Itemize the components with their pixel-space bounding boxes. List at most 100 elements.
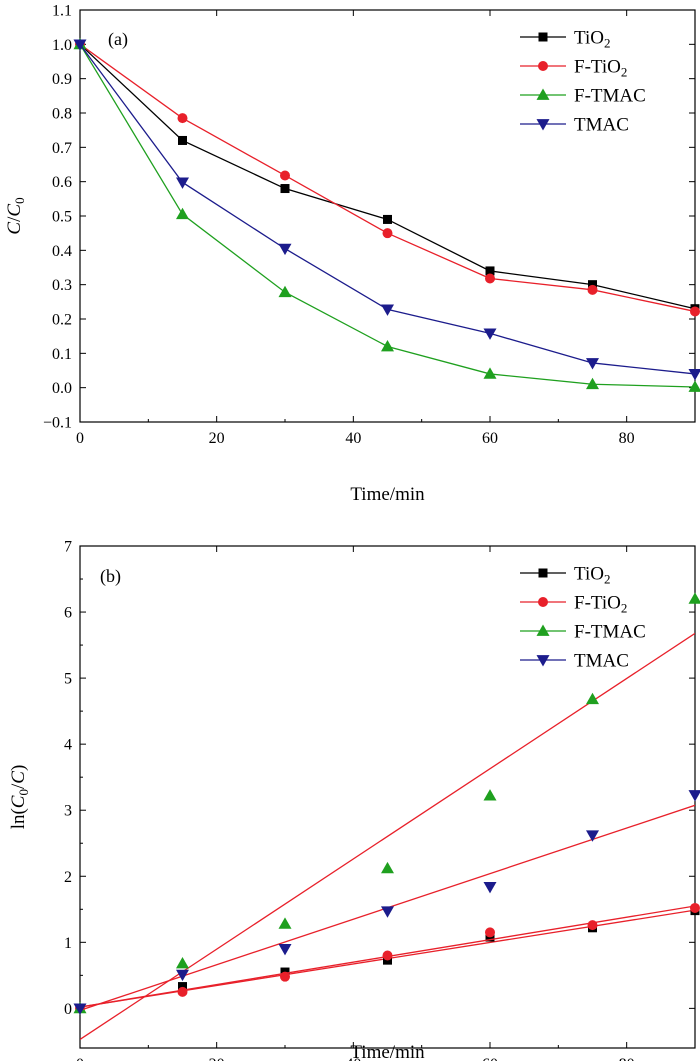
legend-entry: TiO2 <box>520 28 610 51</box>
data-point <box>483 789 497 801</box>
data-point <box>176 969 189 982</box>
y-tick-label: 0.3 <box>52 277 72 294</box>
y-tick-label: 0.7 <box>52 140 72 157</box>
series-tmac <box>73 39 700 381</box>
legend-marker <box>536 119 550 131</box>
data-point <box>73 1003 87 1015</box>
series-tmac <box>73 790 700 1015</box>
y-tick-label: 1 <box>64 935 72 952</box>
data-point <box>586 358 599 370</box>
data-point <box>382 228 393 239</box>
x-tick-label: 0 <box>76 1056 84 1061</box>
data-point <box>278 243 292 256</box>
data-point <box>280 971 290 982</box>
legend-label: F-TiO2 <box>574 593 627 616</box>
legend-entry: TMAC <box>520 651 629 672</box>
data-point <box>280 170 290 181</box>
y-tick-label: 0.2 <box>52 312 72 329</box>
y-tick-label: 3 <box>64 803 72 820</box>
legend-marker <box>538 61 548 71</box>
y-tick-label: 0.1 <box>52 346 72 363</box>
data-point <box>383 214 392 224</box>
data-point <box>485 266 495 276</box>
legend-label: TiO2 <box>574 564 610 587</box>
x-tick-label: 80 <box>619 430 635 447</box>
y-axis-title: C/C0 <box>4 197 27 234</box>
legend-entry: F-TMAC <box>520 86 646 107</box>
data-point <box>176 177 189 189</box>
data-point <box>688 369 700 381</box>
x-tick-label: 20 <box>209 430 225 447</box>
legend-marker <box>538 568 548 578</box>
legend-label: TMAC <box>574 115 629 136</box>
series-tio2 <box>75 39 700 314</box>
data-point <box>176 956 189 969</box>
x-tick-label: 80 <box>619 1056 635 1061</box>
x-tick-label: 0 <box>76 430 84 447</box>
data-point <box>485 273 495 284</box>
y-tick-label: 1.1 <box>52 3 72 20</box>
legend-marker <box>536 88 550 100</box>
data-point <box>586 377 599 390</box>
legend-entry: TiO2 <box>520 564 610 587</box>
data-point <box>587 284 598 295</box>
data-point <box>485 927 495 938</box>
data-point <box>177 986 188 997</box>
legend-entry: TMAC <box>520 115 629 136</box>
panel-label: (b) <box>100 566 121 587</box>
legend-marker <box>538 597 548 607</box>
data-point <box>381 906 394 918</box>
y-tick-label: 0.0 <box>52 380 72 397</box>
x-tick-label: 60 <box>482 1056 498 1061</box>
data-point <box>586 692 599 705</box>
data-point <box>690 306 700 317</box>
legend-entry: F-TMAC <box>520 622 646 643</box>
chart-panel-b: 0 20 40 60 80 0 1 2 3 4 5 6 7 Time/min ln(C0/C) (b) TiO2… <box>8 539 700 1061</box>
data-point <box>278 944 292 956</box>
y-tick-label: 4 <box>64 737 72 754</box>
data-point <box>178 135 187 145</box>
legend-entry: F-TiO2 <box>520 593 627 616</box>
data-point <box>382 950 393 961</box>
legend-label: TMAC <box>574 651 629 672</box>
data-point <box>587 920 598 931</box>
data-point <box>278 917 292 929</box>
data-point <box>177 113 188 124</box>
data-point <box>688 790 700 802</box>
data-point <box>586 830 599 842</box>
y-tick-label: 0.9 <box>52 71 72 88</box>
y-tick-label: 7 <box>64 539 72 556</box>
data-point <box>176 207 189 220</box>
data-point <box>688 592 700 604</box>
y-tick-label: 2 <box>64 869 72 886</box>
chart-panel-a: 0 20 40 60 80 −0.1 0.0 0.1 0.2 0.3 0.4 0.5 0.6 0.7 0.8… <box>4 3 700 505</box>
data-point <box>278 285 292 298</box>
data-point <box>280 184 290 194</box>
y-tick-label: 0.6 <box>52 174 72 191</box>
y-tick-label: 0.5 <box>52 209 72 226</box>
y-tick-label: 6 <box>64 605 72 622</box>
data-point <box>381 339 394 352</box>
data-point <box>690 902 700 913</box>
y-axis-title: ln(C0/C) <box>8 765 31 830</box>
data-point <box>588 280 597 290</box>
legend-label: F-TMAC <box>574 622 646 643</box>
data-point <box>73 39 87 51</box>
series-line <box>79 43 696 313</box>
x-axis-title: Time/min <box>350 1042 425 1061</box>
legend-marker <box>536 624 550 636</box>
y-tick-label: 1.0 <box>52 37 72 54</box>
legend-label: F-TiO2 <box>574 57 627 80</box>
x-tick-label: 40 <box>345 430 361 447</box>
legend-label: F-TMAC <box>574 86 646 107</box>
x-axis-title: Time/min <box>350 484 425 505</box>
data-point <box>381 304 394 316</box>
y-tick-label: 0 <box>64 1001 72 1018</box>
legend-label: TiO2 <box>574 28 610 51</box>
series-f-tio2 <box>75 39 700 317</box>
legend-marker <box>536 655 550 667</box>
legend-entry: F-TiO2 <box>520 57 627 80</box>
data-point <box>483 367 497 379</box>
y-tick-label: 0.8 <box>52 106 72 123</box>
